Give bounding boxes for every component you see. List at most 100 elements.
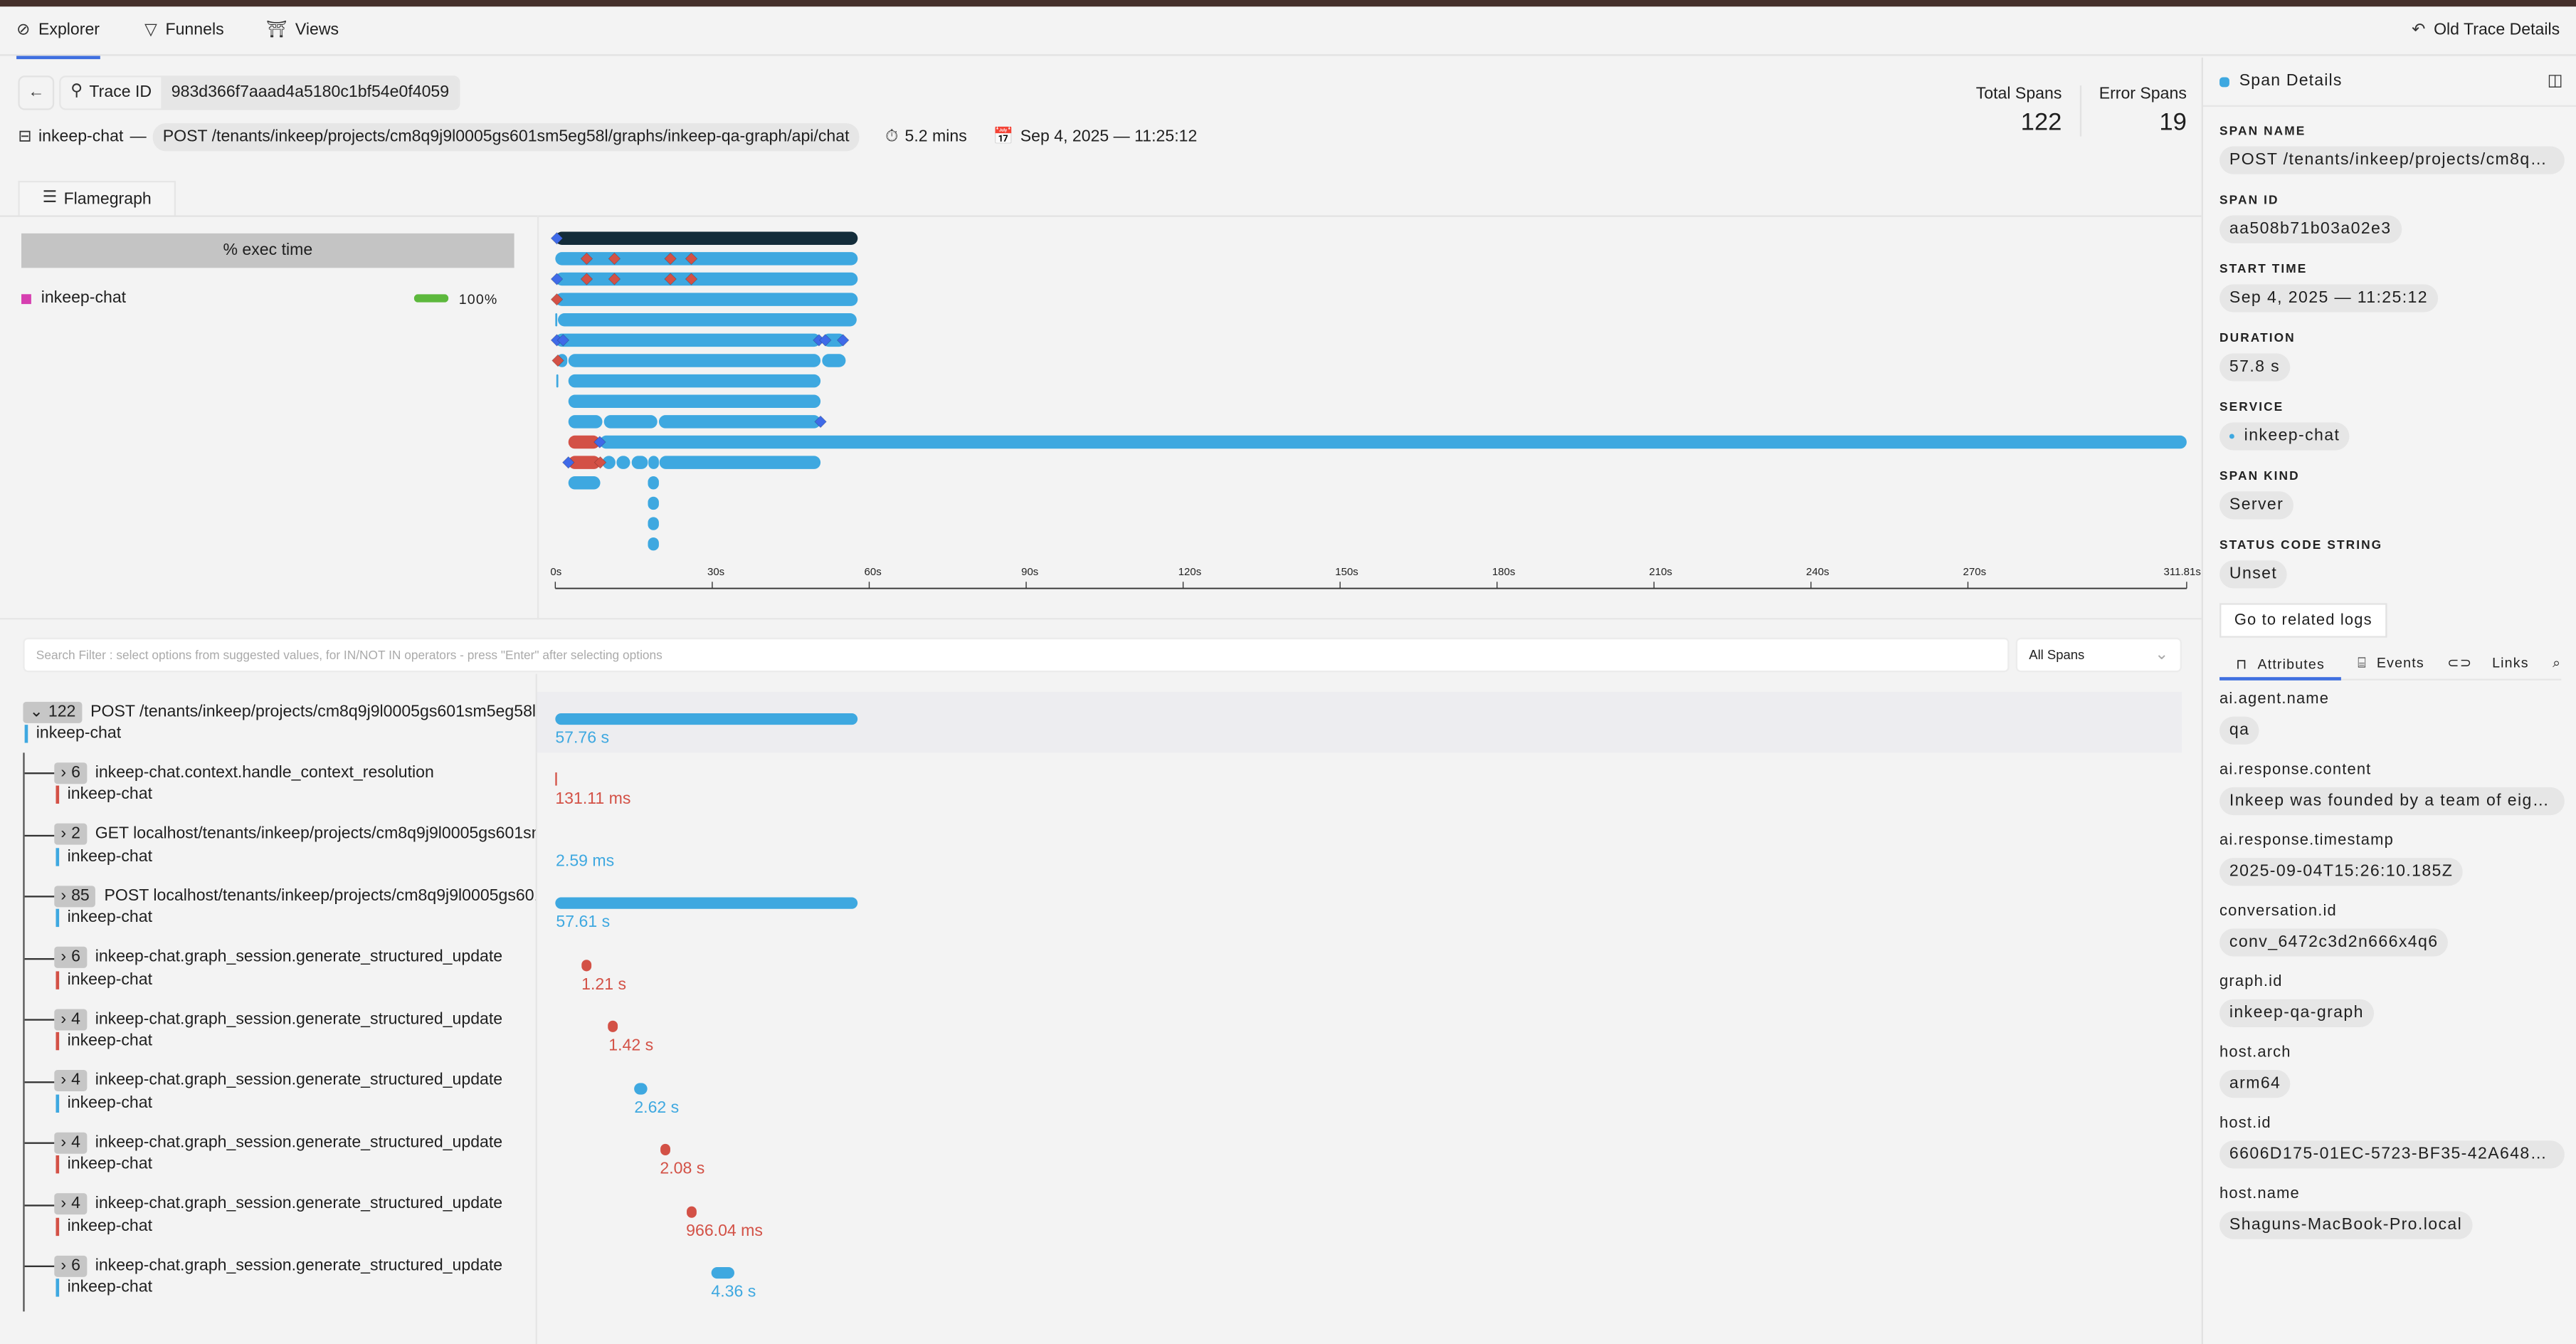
field-value[interactable]: aa508b71b03a02e3 <box>2219 215 2402 243</box>
flame-span-bar[interactable] <box>822 333 846 347</box>
span-event-marker[interactable] <box>593 436 606 448</box>
trace-id-value[interactable]: 983d366f7aaad4a5180c1bf54e0f4059 <box>161 77 459 109</box>
span-tree-row[interactable]: › 4 inkeep-chat.graph_session.generate_st… <box>54 1004 535 1034</box>
span-duration-bar[interactable] <box>555 772 557 786</box>
flame-span-bar[interactable] <box>822 354 846 367</box>
span-event-marker[interactable] <box>814 415 827 429</box>
field-value[interactable]: Unset <box>2219 560 2287 589</box>
tab-links[interactable]: ⊂⊃ Links <box>2441 654 2535 672</box>
exec-time-header[interactable]: % exec time <box>21 233 514 268</box>
span-duration-bar[interactable] <box>711 1267 734 1279</box>
attribute-value[interactable]: Inkeep was founded by a team of eigh... <box>2219 787 2565 816</box>
attribute-value[interactable]: conv_6472c3d2n666x4q6 <box>2219 928 2449 957</box>
span-tree-row[interactable]: › 85 POST localhost/tenants/inkeep/projec… <box>54 881 536 910</box>
tab-explorer[interactable]: ⊘ Explorer <box>16 20 100 60</box>
flame-span-bar[interactable] <box>555 313 558 327</box>
attribute-value[interactable]: 2025-09-04T15:26:10.185Z <box>2219 858 2464 886</box>
flame-span-bar[interactable] <box>555 252 858 266</box>
flame-span-bar[interactable] <box>616 456 630 469</box>
span-event-marker[interactable] <box>593 456 607 469</box>
span-tree-row[interactable]: › 4 inkeep-chat.graph_session.generate_st… <box>54 1128 535 1157</box>
expand-toggle[interactable]: › 6 <box>54 1254 88 1276</box>
span-tree-row[interactable]: › 6 inkeep-chat.context.handle_context_re… <box>54 757 535 787</box>
flame-span-bar[interactable] <box>555 231 858 245</box>
span-type-select[interactable]: All Spans ⌄ <box>2015 637 2182 673</box>
flame-span-bar[interactable] <box>568 456 601 469</box>
span-duration-bar[interactable] <box>686 1205 696 1217</box>
expand-toggle[interactable]: › 4 <box>54 1008 88 1030</box>
span-duration-bar[interactable] <box>634 1082 648 1094</box>
expand-toggle[interactable]: › 4 <box>54 1131 88 1153</box>
span-tree-row[interactable]: › 4 inkeep-chat.graph_session.generate_st… <box>54 1189 535 1219</box>
span-duration-bar[interactable] <box>581 959 591 971</box>
flame-span-bar[interactable] <box>648 517 659 530</box>
flame-span-bar[interactable] <box>648 537 659 551</box>
flame-span-bar[interactable] <box>558 313 857 327</box>
flame-span-bar[interactable] <box>568 354 821 367</box>
span-event-marker[interactable] <box>580 252 593 266</box>
attribute-value[interactable]: qa <box>2219 716 2260 745</box>
flame-span-bar[interactable] <box>648 456 659 469</box>
span-tree-row[interactable]: › 6 inkeep-chat.graph_session.generate_st… <box>54 943 535 972</box>
flame-span-bar[interactable] <box>648 476 659 490</box>
expand-toggle[interactable]: › 2 <box>54 823 88 845</box>
expand-toggle[interactable]: › 4 <box>54 1069 88 1091</box>
tab-views[interactable]: ⛩ Views <box>266 20 339 40</box>
span-event-marker[interactable] <box>550 273 564 285</box>
field-value[interactable]: Sep 4, 2025 — 11:25:12 <box>2219 284 2438 313</box>
span-event-marker[interactable] <box>818 334 832 347</box>
flame-span-bar[interactable] <box>556 374 559 388</box>
search-filter-input[interactable]: Search Filter : select options from sugg… <box>23 637 2010 673</box>
expand-toggle[interactable]: › 4 <box>54 1193 88 1215</box>
flame-span-bar[interactable] <box>555 272 858 286</box>
span-event-marker[interactable] <box>685 252 698 266</box>
tab-flamegraph[interactable]: ☰ Flamegraph <box>18 180 176 216</box>
span-event-marker[interactable] <box>580 273 593 285</box>
old-trace-details-link[interactable]: ↶ Old Trace Details <box>2412 20 2560 40</box>
span-event-marker[interactable] <box>608 252 621 266</box>
flame-span-bar[interactable] <box>568 374 821 388</box>
flame-span-bar[interactable] <box>555 293 858 306</box>
span-duration-bar[interactable] <box>555 713 857 725</box>
expand-toggle[interactable]: › 6 <box>54 946 88 968</box>
search-icon[interactable]: ⌕ <box>2553 653 2562 671</box>
field-value[interactable]: Server <box>2219 491 2294 520</box>
sidebar-toggle-icon[interactable]: ◫ <box>2547 71 2563 90</box>
span-event-marker[interactable] <box>836 334 850 347</box>
tab-events[interactable]: ⌸ Events <box>2341 654 2441 672</box>
flame-span-bar[interactable] <box>602 456 616 469</box>
span-event-marker[interactable] <box>664 273 677 285</box>
flamegraph-chart[interactable]: 0s 30s 60s 90s 120s 150s 180s 210s 240s 270s 311.8… <box>539 217 2201 599</box>
span-event-marker[interactable] <box>813 334 825 347</box>
expand-toggle[interactable]: › 85 <box>54 885 96 907</box>
flame-span-bar[interactable] <box>568 394 821 409</box>
expand-toggle[interactable]: › 6 <box>54 762 88 784</box>
flame-span-bar[interactable] <box>555 333 821 347</box>
flame-span-bar[interactable] <box>568 415 603 429</box>
span-event-marker[interactable] <box>550 293 564 306</box>
related-logs-button[interactable]: Go to related logs <box>2219 603 2387 638</box>
flame-span-bar[interactable] <box>658 415 821 429</box>
span-duration-bar[interactable] <box>660 1143 671 1156</box>
span-event-marker[interactable] <box>550 231 564 245</box>
span-event-marker[interactable] <box>608 273 621 285</box>
field-value[interactable]: POST /tenants/inkeep/projects/cm8q9j... <box>2219 146 2565 174</box>
flame-span-bar[interactable] <box>648 496 659 510</box>
tab-funnels[interactable]: ▽ Funnels <box>144 20 224 40</box>
back-button[interactable]: ← <box>18 75 55 110</box>
flame-span-bar[interactable] <box>599 435 2187 449</box>
flame-span-bar[interactable] <box>603 415 658 429</box>
flame-span-bar[interactable] <box>568 476 601 490</box>
attribute-value[interactable]: 6606D175-01EC-5723-BF35-42A6486... <box>2219 1140 2565 1169</box>
span-tree-row[interactable]: ⌄ 122 POST /tenants/inkeep/projects/cm8q9… <box>23 697 536 727</box>
attribute-value[interactable]: arm64 <box>2219 1069 2291 1098</box>
span-tree-row[interactable]: › 2 GET localhost/tenants/inkeep/projects… <box>54 819 536 849</box>
field-value[interactable]: inkeep-chat <box>2219 422 2350 451</box>
field-value[interactable]: 57.8 s <box>2219 353 2290 382</box>
span-tree-row[interactable]: › 6 inkeep-chat.graph_session.generate_st… <box>54 1251 535 1281</box>
attribute-value[interactable]: inkeep-qa-graph <box>2219 999 2374 1027</box>
span-event-marker[interactable] <box>561 456 575 469</box>
span-event-marker[interactable] <box>685 273 698 285</box>
span-duration-bar[interactable] <box>608 1020 619 1032</box>
flame-span-bar[interactable] <box>568 435 600 449</box>
